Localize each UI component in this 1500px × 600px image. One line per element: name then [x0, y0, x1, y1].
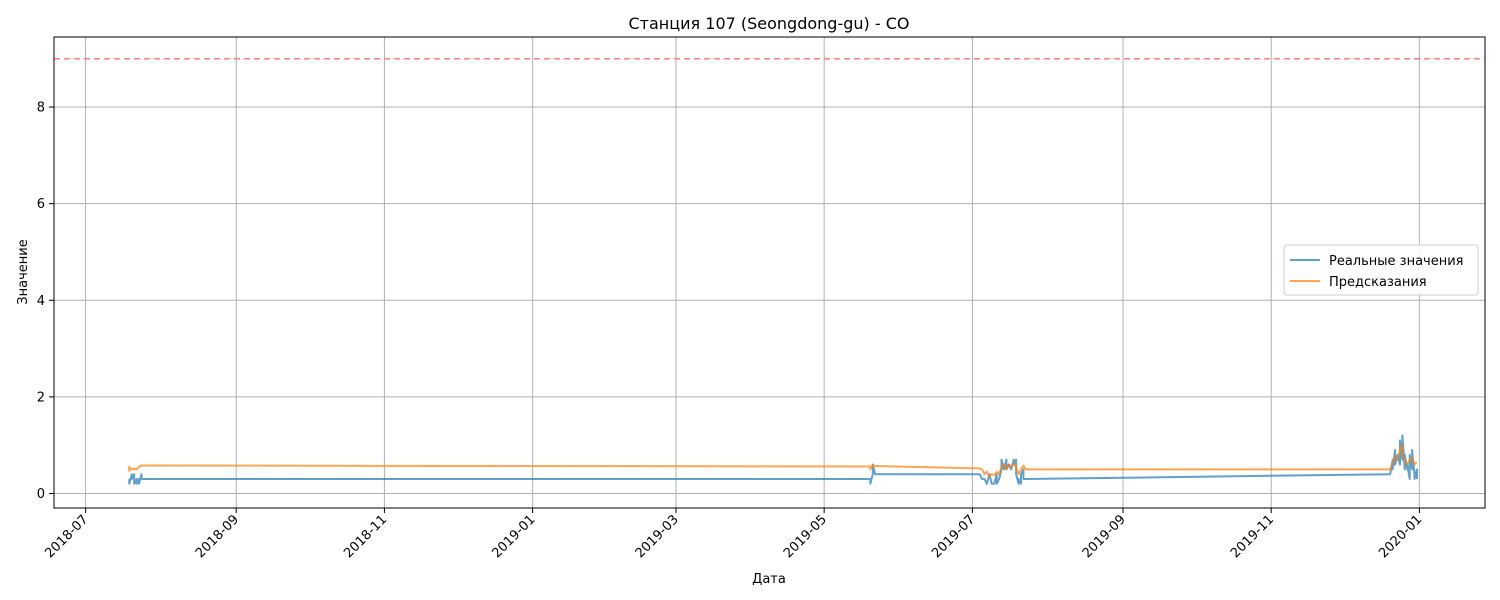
y-tick-label: 4 [37, 294, 45, 309]
y-tick-label: 6 [37, 197, 45, 212]
plot-frame [53, 36, 1486, 509]
legend-label-real: Реальные значения [1329, 254, 1464, 269]
x-axis-label: Дата [752, 572, 786, 587]
y-tick-label: 2 [37, 390, 45, 405]
legend-box [1283, 244, 1479, 296]
legend: Реальные значения Предсказания [1283, 244, 1479, 296]
y-tick-label: 0 [37, 487, 45, 502]
legend-label-predicted: Предсказания [1329, 275, 1427, 290]
series-layer [128, 434, 1418, 485]
chart-title: Станция 107 (Seongdong-gu) - CO [629, 14, 910, 33]
y-axis: 0 2 4 6 8 [37, 101, 54, 502]
y-tick-label: 8 [37, 101, 45, 116]
y-axis-label: Значение [16, 239, 31, 304]
series-line-predicted [128, 444, 1418, 478]
